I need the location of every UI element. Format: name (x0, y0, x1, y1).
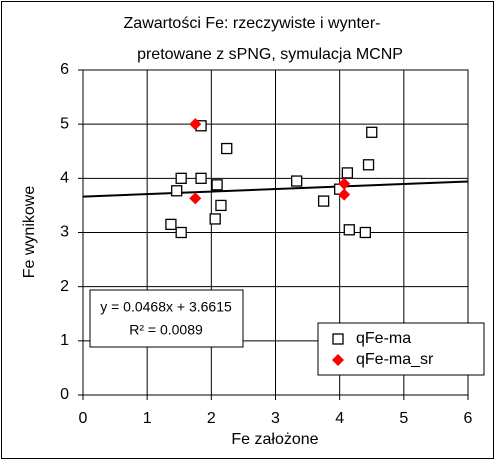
x-tick-label: 4 (335, 410, 344, 427)
diamond-marker (338, 177, 351, 190)
x-tick-label: 2 (207, 410, 216, 427)
x-axis-label: Fe założone (231, 431, 318, 448)
y-tick-label: 2 (60, 278, 69, 295)
legend-label: qFe-ma_sr (356, 351, 434, 368)
legend (317, 322, 485, 376)
chart-title: pretowane z sPNG, symulacja MCNP (137, 46, 403, 63)
square-marker (362, 159, 375, 171)
x-tick-label: 3 (271, 410, 280, 427)
square-marker (341, 167, 354, 179)
y-tick-label: 3 (60, 224, 69, 241)
square-marker (221, 142, 233, 155)
square-marker (175, 226, 187, 239)
square-marker (317, 195, 330, 207)
x-tick-label: 6 (464, 410, 473, 427)
diamond-marker (332, 354, 344, 366)
diamond-marker (189, 192, 202, 205)
square-marker (359, 226, 371, 239)
square-marker (175, 172, 187, 184)
square-marker (209, 213, 221, 225)
square-marker (195, 172, 207, 184)
y-tick-label: 4 (60, 170, 69, 187)
y-axis-label: Fe wynikowe (21, 186, 38, 279)
square-marker (171, 185, 183, 197)
diamond-marker (338, 188, 351, 201)
x-tick-label: 0 (79, 410, 88, 427)
equation-box (89, 289, 244, 348)
chart-title: Zawartości Fe: rzeczywiste i wynter- (124, 15, 381, 32)
legend-label: qFe-ma (356, 330, 411, 347)
y-tick-label: 0 (60, 386, 69, 403)
square-marker (291, 175, 303, 187)
r-squared: R² = 0.0089 (129, 322, 203, 338)
x-tick-label: 5 (399, 410, 408, 427)
trendline (82, 180, 469, 198)
equation: y = 0.0468x + 3.6615 (100, 299, 232, 315)
y-tick-label: 1 (60, 332, 69, 349)
square-marker (211, 179, 223, 191)
y-tick-label: 6 (60, 61, 69, 78)
square-marker (165, 218, 177, 231)
square-marker (215, 199, 227, 212)
diamond-marker (189, 118, 202, 131)
square-marker (366, 126, 378, 138)
square-marker (343, 224, 355, 236)
y-tick-label: 5 (60, 115, 69, 132)
x-tick-label: 1 (143, 410, 152, 427)
square-marker (332, 333, 344, 345)
